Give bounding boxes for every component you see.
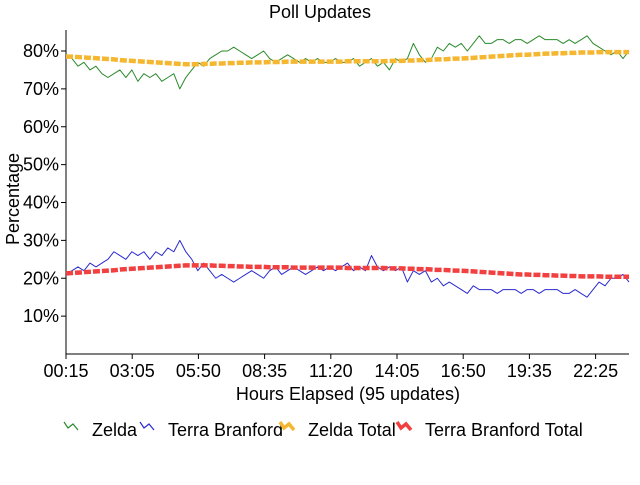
x-tick-label: 03:05 [110,361,155,381]
legend-swatch [139,421,155,431]
y-tick-label: 20% [23,268,59,288]
plot-area: 10% 20% 30% 40% 50% 60% 70% 80% 00:15 03:05 05:50 0… [23,30,630,381]
x-tick-label: 05:50 [176,361,221,381]
x-tick-label: 22:25 [573,361,618,381]
x-tick-label: 08:35 [242,361,287,381]
legend-label: Terra Branford [168,420,283,440]
y-tick-label: 10% [23,306,59,326]
series-line-zelda-total [66,49,629,67]
x-tick-label: 16:50 [441,361,486,381]
chart-title: Poll Updates [269,2,371,22]
legend: Zelda Terra Branford Zelda Total Terra Bran… [63,420,583,440]
x-tick-label: 00:15 [43,361,88,381]
legend-item-zelda: Zelda [63,420,138,440]
y-tick-label: 40% [23,193,59,213]
legend-label: Zelda [92,420,138,440]
legend-item-terra-branford-total: Terra Branford Total [395,420,583,440]
legend-swatch [278,421,296,432]
legend-item-zelda-total: Zelda Total [278,420,396,440]
y-axis-title: Percentage [3,153,23,245]
y-tick-label: 60% [23,117,59,137]
x-tick-label: 11:20 [309,361,353,381]
legend-label: Terra Branford Total [425,420,583,440]
x-tick-label: 19:35 [507,361,552,381]
x-tick-label: 14:05 [374,361,419,381]
legend-swatch [63,421,79,431]
series-line-terra-branford [65,239,630,298]
y-tick-label: 30% [23,230,59,250]
legend-label: Zelda Total [308,420,396,440]
legend-item-terra-branford: Terra Branford [139,420,283,440]
y-tick-label: 70% [23,79,59,99]
legend-swatch [395,421,413,432]
y-tick-label: 50% [23,155,59,175]
y-tick-label: 80% [23,41,59,61]
series-line-terra-branford-total [65,263,629,279]
x-axis-title: Hours Elapsed (95 updates) [236,384,460,404]
